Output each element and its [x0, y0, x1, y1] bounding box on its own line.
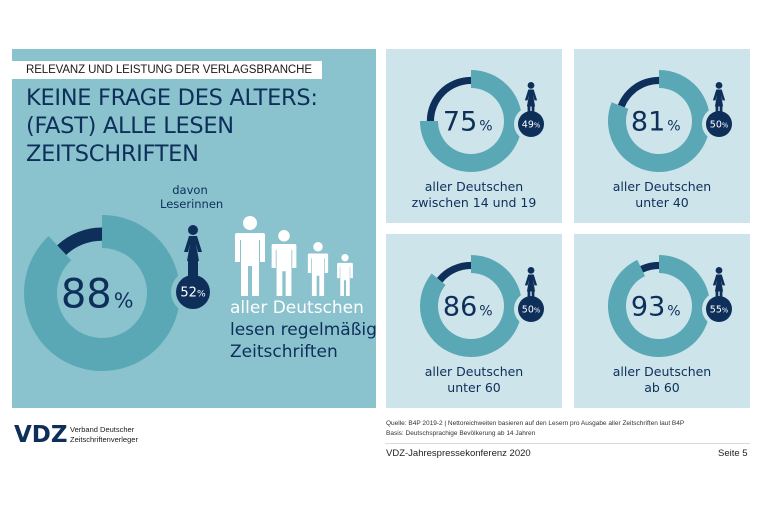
female-share-value: 50%: [522, 304, 540, 315]
donut-value-label: 93%: [631, 292, 681, 323]
people-icons: [235, 216, 353, 296]
female-share-label: davon Leserinnen: [160, 183, 224, 211]
female-label-line: davon: [172, 183, 208, 197]
female-icon: [712, 267, 726, 303]
donut-value-arc: [420, 255, 522, 357]
caption-line: ab 60: [644, 380, 680, 395]
caption-line: aller Deutschen: [424, 179, 524, 194]
card-under-40: 50% 81% aller Deutschen unter 40: [574, 49, 750, 223]
source-line: Basis: Deutschsprachige Bevölkerung ab 1…: [386, 429, 536, 437]
title-line: (FAST) ALLE LESEN: [26, 113, 234, 139]
source-note: Quelle: B4P 2019-2 | Nettoreichweiten ba…: [386, 419, 684, 438]
female-icon: [524, 82, 538, 118]
org-line: Verband Deutscher: [70, 425, 135, 434]
source-line: Quelle: B4P 2019-2 | Nettoreichweiten ba…: [386, 420, 685, 427]
conference-label: VDZ-Jahrespressekonferenz 2020: [386, 448, 531, 459]
person-icon: [235, 216, 265, 296]
donut-value-label: 75%: [443, 107, 493, 138]
female-share-badge: [518, 111, 544, 137]
caption-line: aller Deutschen: [230, 298, 364, 318]
female-label-line: Leserinnen: [160, 197, 224, 211]
card-caption: aller Deutschen zwischen 14 und 19: [386, 179, 562, 211]
donut-value-arc: [420, 70, 522, 172]
female-icon: [184, 225, 202, 277]
page-number: Seite 5: [718, 448, 748, 459]
person-icon: [337, 254, 353, 296]
card-donut: 50% 81%: [608, 70, 736, 172]
card-donut-chart: 49% 75%: [420, 70, 548, 172]
caption-line: aller Deutschen: [424, 364, 524, 379]
donut-value-label: 88%: [61, 271, 134, 317]
donut-remainder-arc: [57, 227, 102, 255]
main-donut: 52% 88%: [23, 215, 215, 371]
donut-value-arc: [608, 255, 710, 357]
main-donut-chart: 52% 88%: [23, 215, 353, 371]
caption-line: aller Deutschen: [612, 364, 712, 379]
female-share-value: 55%: [710, 304, 728, 315]
card-from-60: 55% 93% aller Deutschen ab 60: [574, 234, 750, 408]
card-donut-chart: 50% 81%: [608, 70, 736, 172]
female-share-badge: [176, 275, 210, 309]
female-share-value: 50%: [710, 119, 728, 130]
title-line: KEINE FRAGE DES ALTERS:: [26, 85, 318, 111]
page-title: KEINE FRAGE DES ALTERS: (FAST) ALLE LESE…: [26, 84, 366, 168]
female-icon: [712, 82, 726, 118]
person-icon: [307, 242, 329, 296]
vdz-logo: VDZ: [14, 422, 68, 448]
card-donut-chart: 50% 86%: [420, 255, 548, 357]
footer-divider: [385, 443, 750, 444]
org-line: Zeitschriftenverleger: [70, 435, 138, 444]
caption-line: lesen regelmäßig: [230, 320, 377, 340]
caption-line: aller Deutschen: [612, 179, 712, 194]
female-share-value: 49%: [522, 119, 540, 130]
donut-remainder-arc: [426, 76, 471, 121]
female-share-badge: [518, 296, 544, 322]
caption-line: unter 40: [635, 195, 689, 210]
main-caption: aller Deutschen lesen regelmäßig Zeitsch…: [230, 297, 377, 363]
card-caption: aller Deutschen unter 40: [574, 179, 750, 211]
donut-remainder-arc: [617, 76, 659, 108]
female-share-badge: [706, 296, 732, 322]
section-kicker: RELEVANZ UND LEISTUNG DER VERLAGSBRANCHE: [12, 61, 322, 79]
organization-name: Verband Deutscher Zeitschriftenverleger: [70, 425, 138, 445]
female-share-badge: [706, 111, 732, 137]
female-share-value: 52%: [180, 286, 206, 301]
donut-value-arc: [608, 70, 710, 172]
donut-value-arc: [23, 215, 180, 371]
title-line: ZEITSCHRIFTEN: [26, 141, 199, 167]
caption-line: zwischen 14 und 19: [411, 195, 537, 210]
donut-value-label: 86%: [443, 292, 493, 323]
card-donut: 55% 93%: [608, 255, 736, 357]
donut-remainder-arc: [640, 261, 659, 273]
caption-line: unter 60: [447, 380, 501, 395]
card-caption: aller Deutschen ab 60: [574, 364, 750, 396]
card-age-14-19: 49% 75% aller Deutschen zwischen 14 und 1…: [386, 49, 562, 223]
female-icon: [524, 267, 538, 303]
donut-remainder-arc: [436, 261, 471, 283]
caption-line: Zeitschriften: [230, 342, 338, 362]
card-under-60: 50% 86% aller Deutschen unter 60: [386, 234, 562, 408]
card-donut: 49% 75%: [420, 70, 548, 172]
donut-value-label: 81%: [631, 107, 681, 138]
card-donut-chart: 55% 93%: [608, 255, 736, 357]
card-caption: aller Deutschen unter 60: [386, 364, 562, 396]
person-icon: [271, 230, 297, 296]
